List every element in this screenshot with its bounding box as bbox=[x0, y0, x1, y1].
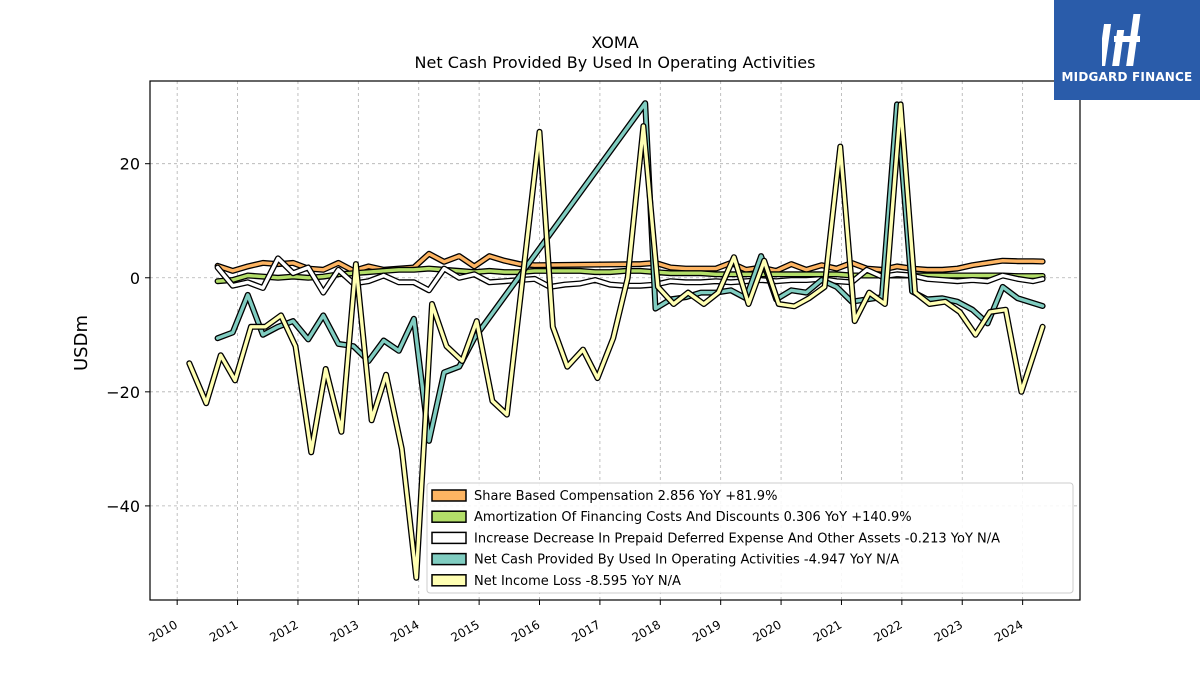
x-tick-label: 2011 bbox=[207, 617, 240, 644]
x-tick-label: 2014 bbox=[388, 617, 421, 644]
plot-frame bbox=[149, 80, 1081, 601]
legend-label: Amortization Of Financing Costs And Disc… bbox=[474, 510, 912, 525]
x-tick-label: 2018 bbox=[630, 617, 663, 644]
x-tick-label: 2013 bbox=[328, 617, 361, 644]
y-tick-label: −20 bbox=[106, 383, 140, 402]
x-tick-label: 2021 bbox=[811, 617, 844, 644]
x-tick-label: 2022 bbox=[871, 617, 904, 644]
x-tick-label: 2016 bbox=[509, 617, 542, 644]
legend-label: Net Income Loss -8.595 YoY N/A bbox=[474, 574, 681, 589]
series-line-4 bbox=[187, 102, 1045, 580]
legend-swatch bbox=[431, 552, 467, 566]
y-tick-label: −40 bbox=[106, 497, 140, 516]
x-tick-label: 2010 bbox=[147, 617, 180, 644]
brand-logo: MIDGARD FINANCE bbox=[1054, 0, 1200, 100]
x-tick-label: 2015 bbox=[449, 617, 482, 644]
series-lines bbox=[186, 100, 1046, 581]
legend-label: Increase Decrease In Prepaid Deferred Ex… bbox=[474, 531, 1000, 546]
x-tick-label: 2024 bbox=[992, 617, 1025, 644]
legend-label: Share Based Compensation 2.856 YoY +81.9… bbox=[474, 489, 777, 504]
x-tick-label: 2017 bbox=[569, 617, 602, 644]
y-tick-label: 20 bbox=[120, 155, 140, 174]
y-axis-label: USDm bbox=[71, 315, 92, 371]
chart-title: XOMA bbox=[591, 33, 638, 52]
legend-label: Net Cash Provided By Used In Operating A… bbox=[474, 553, 899, 568]
midgard-logo-icon bbox=[1102, 14, 1141, 66]
legend: Share Based Compensation 2.856 YoY +81.9… bbox=[426, 482, 1074, 594]
chart-subtitle: Net Cash Provided By Used In Operating A… bbox=[415, 53, 816, 72]
legend-swatch bbox=[431, 531, 467, 545]
y-axis: −40 −20 0 20 bbox=[106, 155, 150, 516]
x-tick-label: 2012 bbox=[267, 617, 300, 644]
y-tick-label: 0 bbox=[130, 269, 140, 288]
legend-box bbox=[426, 482, 1074, 594]
brand-name: MIDGARD FINANCE bbox=[1061, 70, 1193, 84]
x-tick-label: 2019 bbox=[690, 617, 723, 644]
x-axis: 2010 2011 2012 2013 2014 2015 2016 2017 2018 2019… bbox=[147, 600, 1025, 645]
series-line-0 bbox=[215, 252, 1045, 273]
legend-swatch bbox=[431, 510, 467, 523]
legend-swatch bbox=[431, 489, 467, 502]
x-tick-label: 2020 bbox=[750, 617, 783, 644]
legend-swatch bbox=[431, 574, 467, 587]
x-tick-label: 2023 bbox=[932, 617, 965, 644]
